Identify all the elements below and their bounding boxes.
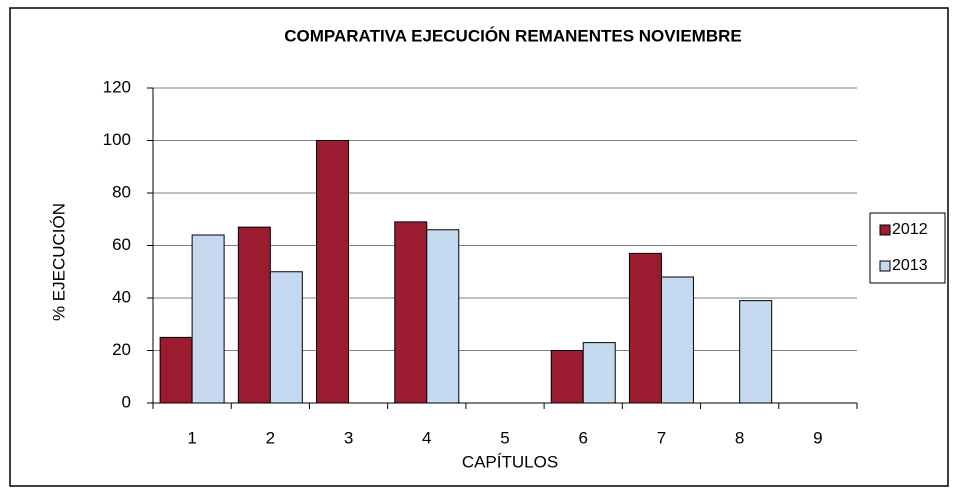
legend-swatch	[879, 224, 891, 236]
legend-label: 2012	[892, 221, 928, 238]
bar	[550, 350, 584, 404]
y-tick-label: 40	[112, 287, 131, 306]
bar	[191, 234, 225, 404]
y-tick-label: 20	[112, 340, 131, 359]
x-axis-title: CAPÍTULOS	[462, 452, 558, 471]
bar	[269, 271, 303, 404]
bar	[582, 342, 616, 404]
x-tick-label: 7	[657, 428, 666, 447]
chart-title: COMPARATIVA EJECUCIÓN REMANENTES NOVIEMB…	[284, 26, 741, 45]
x-tick-label: 1	[187, 428, 196, 447]
x-tick-label: 9	[813, 428, 822, 447]
x-tick-label: 6	[578, 428, 587, 447]
y-axis-title: % EJECUCIÓN	[49, 203, 68, 321]
chart-frame	[9, 7, 949, 487]
bar	[739, 300, 773, 404]
x-tick-label: 2	[266, 428, 275, 447]
x-tick-label: 5	[500, 428, 509, 447]
bar	[316, 140, 350, 404]
bar	[628, 252, 662, 404]
x-tick-label: 8	[735, 428, 744, 447]
y-tick-label: 100	[103, 130, 131, 149]
bar	[159, 336, 193, 404]
bar	[394, 221, 428, 404]
bar	[426, 229, 460, 404]
y-tick-label: 120	[103, 77, 131, 96]
bar	[237, 226, 271, 404]
x-tick-label: 4	[422, 428, 431, 447]
legend-label: 2013	[892, 257, 928, 274]
bar	[660, 276, 694, 404]
y-tick-label: 0	[122, 392, 131, 411]
x-tick-label: 3	[344, 428, 353, 447]
y-tick-label: 60	[112, 235, 131, 254]
legend-swatch	[879, 260, 891, 272]
y-tick-label: 80	[112, 182, 131, 201]
